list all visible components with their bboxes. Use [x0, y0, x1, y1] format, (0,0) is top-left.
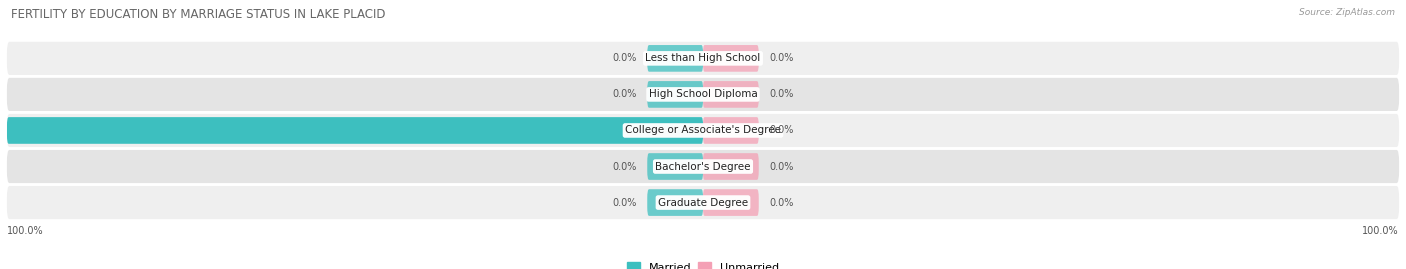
- FancyBboxPatch shape: [647, 153, 703, 180]
- FancyBboxPatch shape: [7, 186, 1399, 219]
- FancyBboxPatch shape: [703, 117, 759, 144]
- Text: 100.0%: 100.0%: [7, 226, 44, 236]
- FancyBboxPatch shape: [647, 45, 703, 72]
- FancyBboxPatch shape: [7, 117, 703, 144]
- FancyBboxPatch shape: [703, 153, 759, 180]
- Text: 100.0%: 100.0%: [1362, 226, 1399, 236]
- FancyBboxPatch shape: [7, 42, 1399, 75]
- Text: Graduate Degree: Graduate Degree: [658, 197, 748, 208]
- Text: 0.0%: 0.0%: [613, 197, 637, 208]
- Text: 0.0%: 0.0%: [769, 89, 793, 100]
- Text: 0.0%: 0.0%: [769, 197, 793, 208]
- Text: High School Diploma: High School Diploma: [648, 89, 758, 100]
- Text: Bachelor's Degree: Bachelor's Degree: [655, 161, 751, 172]
- Text: 0.0%: 0.0%: [613, 161, 637, 172]
- FancyBboxPatch shape: [7, 150, 1399, 183]
- Text: College or Associate's Degree: College or Associate's Degree: [626, 125, 780, 136]
- FancyBboxPatch shape: [7, 114, 1399, 147]
- Text: 0.0%: 0.0%: [613, 89, 637, 100]
- FancyBboxPatch shape: [703, 81, 759, 108]
- Text: 0.0%: 0.0%: [769, 125, 793, 136]
- Text: 0.0%: 0.0%: [769, 53, 793, 63]
- FancyBboxPatch shape: [647, 189, 703, 216]
- Text: 0.0%: 0.0%: [769, 161, 793, 172]
- FancyBboxPatch shape: [703, 45, 759, 72]
- Text: Source: ZipAtlas.com: Source: ZipAtlas.com: [1299, 8, 1395, 17]
- FancyBboxPatch shape: [703, 189, 759, 216]
- FancyBboxPatch shape: [647, 81, 703, 108]
- Text: 0.0%: 0.0%: [613, 53, 637, 63]
- Legend: Married, Unmarried: Married, Unmarried: [627, 262, 779, 269]
- Text: FERTILITY BY EDUCATION BY MARRIAGE STATUS IN LAKE PLACID: FERTILITY BY EDUCATION BY MARRIAGE STATU…: [11, 8, 385, 21]
- FancyBboxPatch shape: [7, 78, 1399, 111]
- Text: Less than High School: Less than High School: [645, 53, 761, 63]
